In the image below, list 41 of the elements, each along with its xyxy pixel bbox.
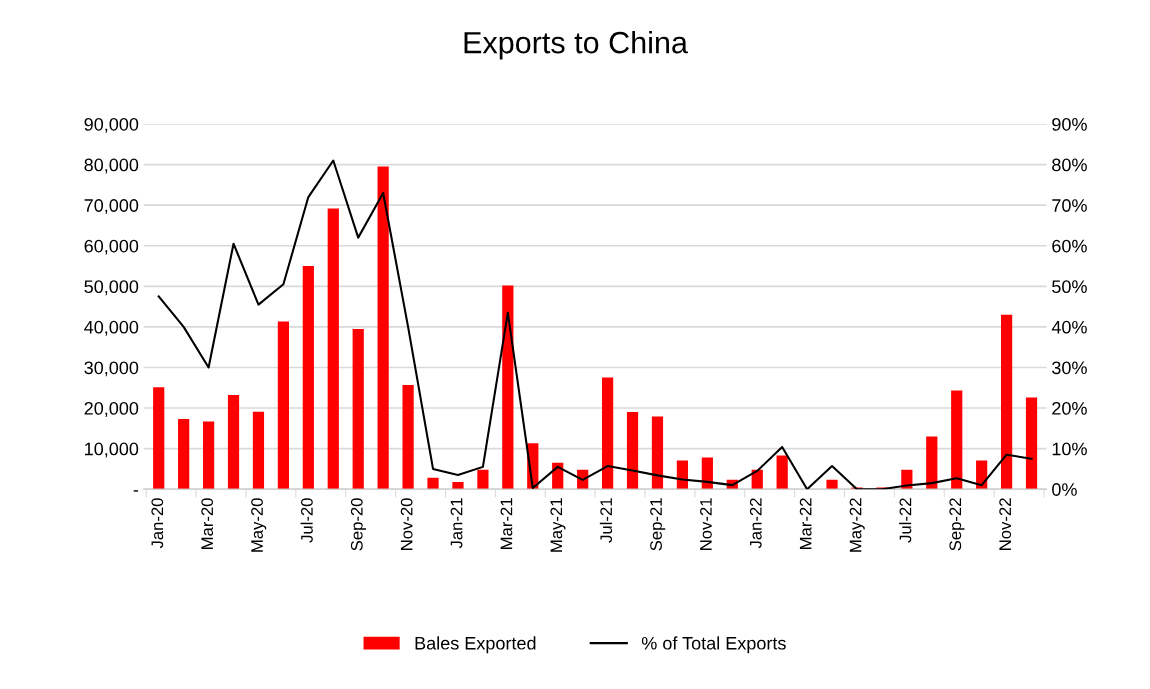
y-tick-label: 50,000 (84, 280, 139, 296)
x-tick-label: Sep-22 (949, 498, 965, 551)
y-tick-label: 20,000 (84, 401, 139, 417)
y2-tick-label: 60% (1052, 239, 1087, 253)
x-tick-label: Mar-21 (500, 498, 513, 549)
x-tick-label: May-20 (251, 498, 267, 552)
x-tick-label: Nov-22 (999, 498, 1012, 550)
y-tick-label: 40,000 (84, 320, 139, 336)
x-tick-label: May-21 (550, 498, 566, 552)
x-tick-label: Jul-21 (599, 498, 613, 543)
y2-tick-label: 90% (1052, 117, 1087, 131)
x-tick-label: Nov-21 (700, 498, 712, 550)
y-tick-label: 70,000 (84, 199, 139, 215)
chart-title: Exports to China (464, 31, 688, 60)
x-tick-label: Jan-20 (151, 498, 164, 549)
y2-tick-label: 80% (1052, 158, 1087, 172)
x-tick-label: Sep-20 (350, 498, 366, 551)
x-tick-label: May-22 (849, 498, 865, 552)
y2-tick-label: 50% (1052, 280, 1087, 294)
x-tick-label: Jul-22 (899, 498, 912, 543)
legend-label: % of Total Exports (641, 636, 786, 654)
y-tick-label: 10,000 (85, 442, 139, 458)
x-tick-label: Jan-22 (749, 498, 762, 549)
legend-label: Bales Exported (415, 636, 536, 654)
y2-tick-label: 30% (1052, 361, 1087, 375)
x-tick-label: Mar-20 (201, 498, 214, 549)
x-tick-label: Mar-22 (799, 498, 812, 549)
y-tick-label: - (133, 490, 139, 492)
y2-tick-label: 40% (1051, 320, 1087, 334)
y2-tick-label: 70% (1052, 199, 1087, 212)
x-tick-label: Nov-20 (400, 498, 413, 550)
y-tick-label: 90,000 (84, 117, 139, 133)
x-tick-label: Sep-21 (650, 498, 666, 551)
y-tick-label: 30,000 (84, 361, 139, 377)
y2-tick-label: 10% (1052, 442, 1087, 456)
y-tick-label: 80,000 (84, 158, 139, 174)
y-tick-label: 60,000 (84, 239, 139, 255)
x-tick-label: Jan-21 (450, 498, 463, 549)
y2-tick-label: 20% (1052, 401, 1087, 415)
y2-tick-label: 0% (1052, 483, 1077, 496)
x-tick-label: Jul-20 (300, 498, 313, 543)
